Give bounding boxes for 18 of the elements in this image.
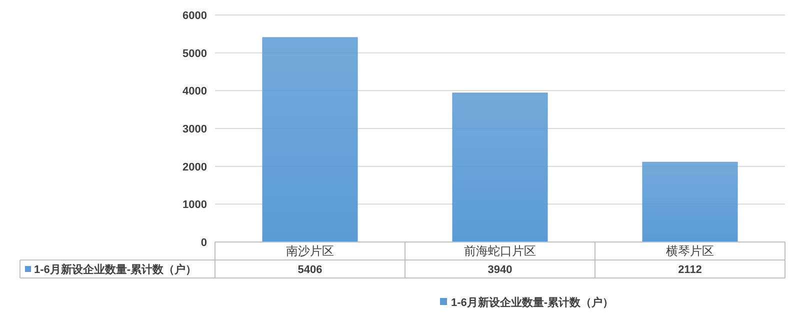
y-tick-label: 3000: [182, 124, 207, 136]
bar: [452, 92, 548, 242]
bar: [642, 162, 738, 242]
bar: [262, 37, 358, 242]
x-tick-label: 前海蛇口片区: [464, 244, 536, 258]
data-label: 5406: [298, 264, 322, 276]
x-tick-label: 南沙片区: [286, 244, 334, 258]
y-tick-label: 1000: [182, 199, 207, 212]
y-tick-label: 4000: [182, 86, 207, 98]
legend-label: 1-6月新设企业数量-累计数（户）: [451, 296, 614, 309]
x-tick-label: 横琴片区: [666, 244, 714, 258]
text: 1-6月新设企业数量-累计数（户）: [34, 264, 197, 276]
data-label: 3940: [488, 264, 512, 276]
y-tick-label: 5000: [182, 48, 207, 60]
y-tick-label: 0: [200, 237, 207, 249]
data-label: 2112: [678, 264, 702, 276]
y-tick-label: 2000: [182, 161, 207, 174]
y-tick-label: 6000: [182, 10, 207, 22]
